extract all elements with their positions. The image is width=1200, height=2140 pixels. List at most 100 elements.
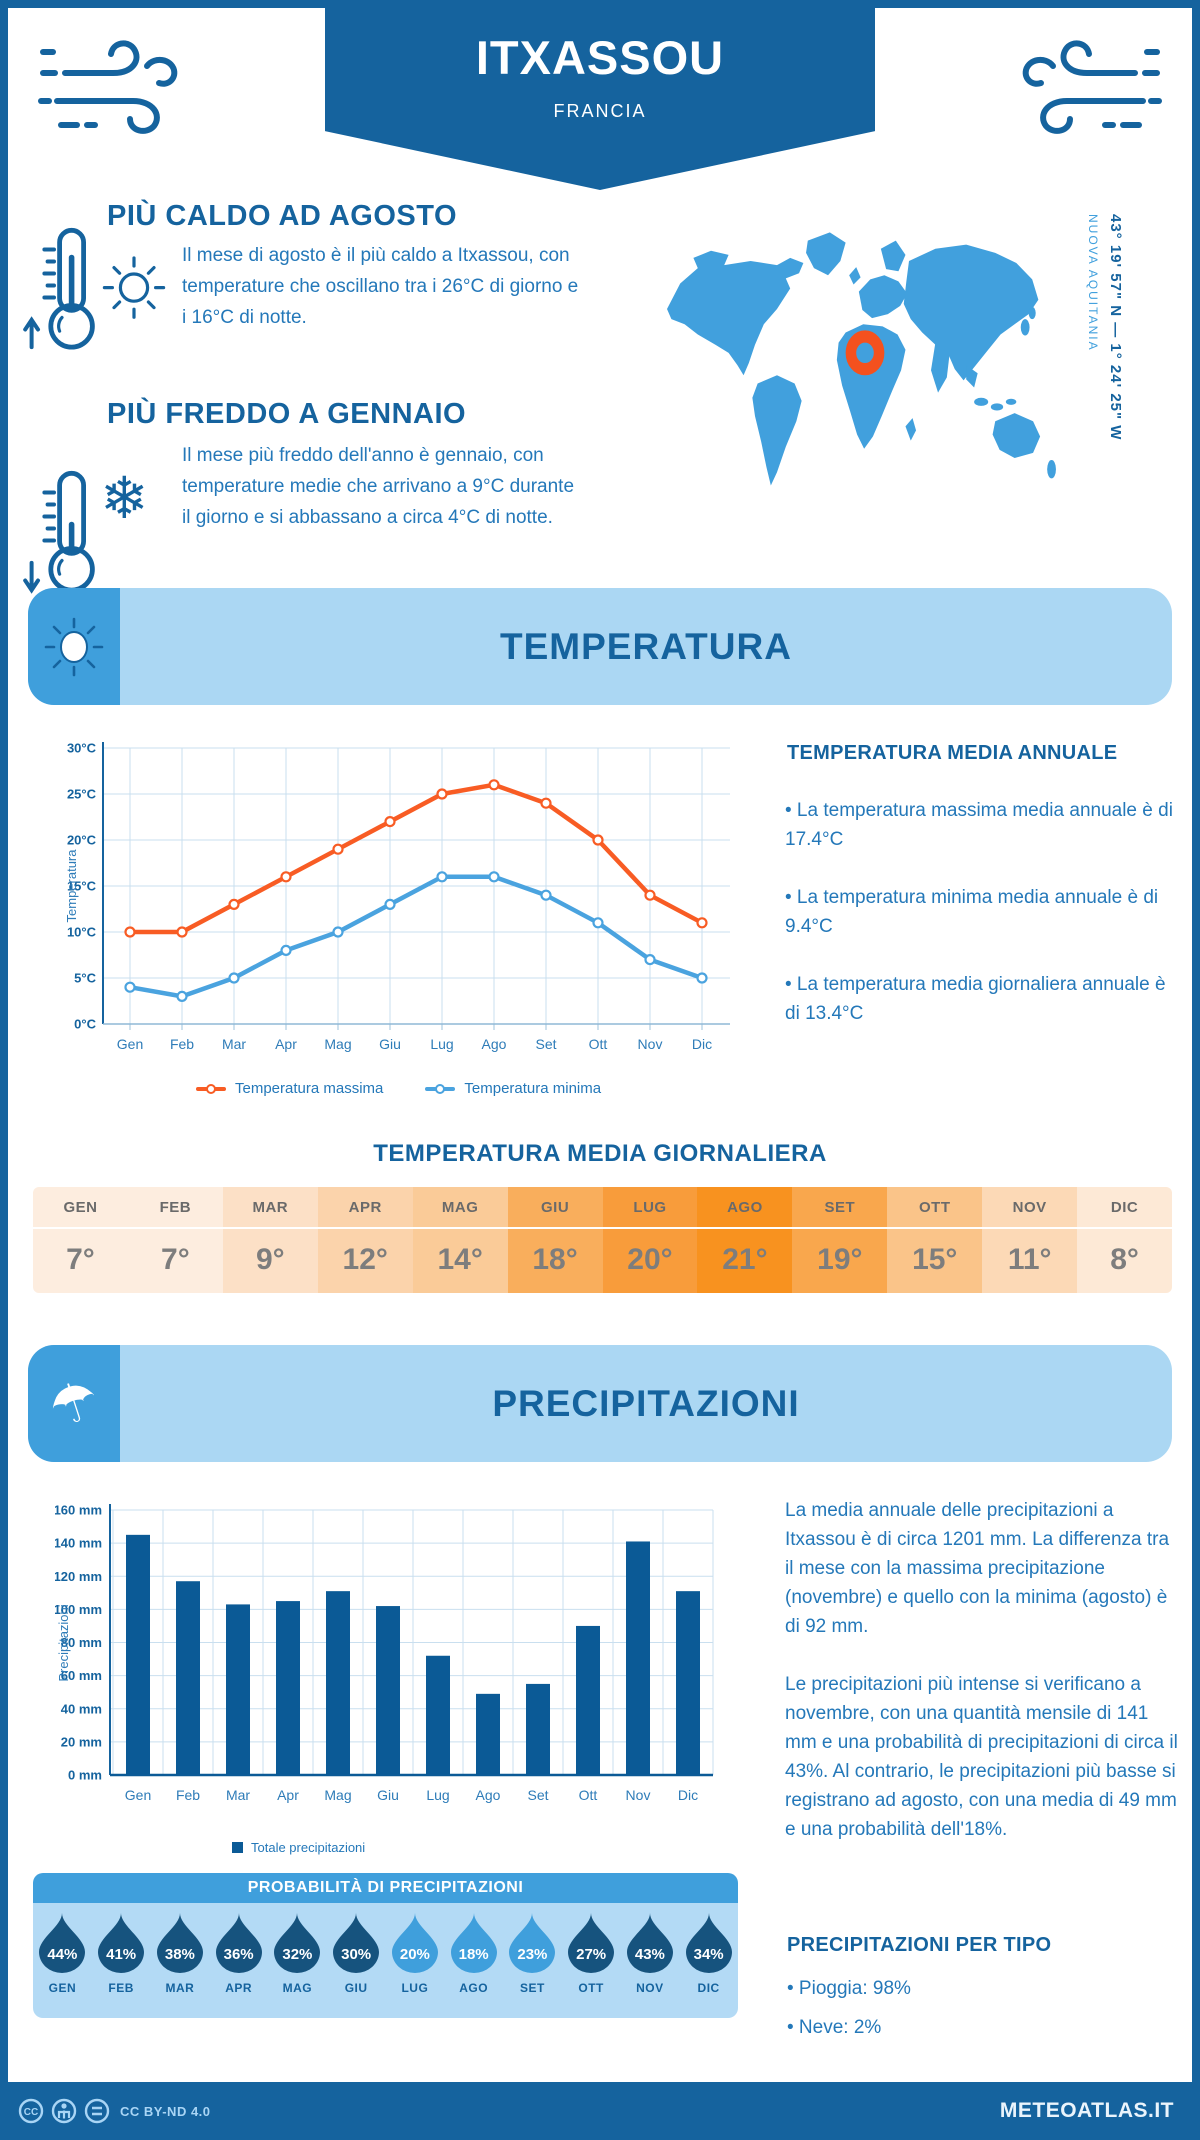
type-bullet: • Neve: 2% [787,2017,882,2038]
page-border-left [0,0,8,2140]
wind-icon [1022,40,1162,134]
data-point [540,889,552,901]
probability-drop-dic: 34% DIC [681,1912,737,2018]
svg-text:Giu: Giu [377,1787,399,1803]
daily-temperature-title: TEMPERATURA MEDIA GIORNALIERA [373,1140,827,1167]
data-point [644,954,656,966]
temperature-line-chart: 0°C 5°C 10°C 15°C 20°C 25°C 30°C Gen Feb Mar Apr Ma… [64,741,730,1052]
bar-mag [326,1591,350,1775]
svg-text:Nov: Nov [638,1036,663,1052]
daily-temp-cell-apr: APR 12° [317,1187,413,1293]
month-label: MAR [165,1981,195,1995]
probability-droplets: 44% GEN 41% FEB 38% MAR 36% APR 32% MAG [33,1903,738,2018]
precipitation-paragraph: La media annuale delle precipitazioni a … [785,1500,1170,1637]
temperature-value: 15° [912,1243,958,1276]
svg-text:20°C: 20°C [67,833,97,848]
data-point [488,871,500,883]
page-title: ITXASSOU [475,31,725,84]
data-point [488,779,500,791]
month-label: SET [792,1187,888,1229]
bar-mar [226,1604,250,1775]
location-marker [845,330,885,376]
daily-temp-cell-mar: MAR 9° [222,1187,318,1293]
droplet-icon [333,1913,380,1973]
coldest-text: Il mese più freddo dell'anno è gennaio, … [182,445,575,528]
svg-text:Gen: Gen [117,1036,143,1052]
umbrella-icon: ☂ [41,1367,107,1440]
month-label: AGO [459,1981,489,1995]
license-label: CC BY-ND 4.0 [120,2103,211,2119]
data-point [332,843,344,855]
month-label: FEB [108,1981,134,1995]
svg-text:Ott: Ott [589,1036,608,1052]
precipitation-section-title: PRECIPITAZIONI [492,1382,800,1424]
svg-text:Apr: Apr [277,1787,299,1803]
temperature-value: 7° [161,1243,190,1276]
daily-temp-cell-dic: DIC 8° [1077,1187,1172,1293]
temperature-value: 19° [817,1243,863,1276]
annual-bullet: • La temperatura media giornaliera annua… [785,974,1166,1024]
daily-temperature-table: GEN 7° FEB 7° MAR 9° APR 12° MAG 14° GIU 18° L… [33,1187,1172,1293]
droplet-icon [509,1913,556,1973]
svg-text:140 mm: 140 mm [55,1536,102,1551]
probability-value: 18% [458,1946,489,1963]
precipitation-text: La media annuale delle precipitazioni a … [785,1496,1181,1873]
probability-value: 36% [223,1946,254,1963]
svg-text:Giu: Giu [379,1036,401,1052]
coordinates-block: NUOVA AQUITANIA 43° 19' 57" N — 1° 24' 2… [1086,214,1124,440]
month-label: SET [519,1981,545,1995]
svg-text:CC: CC [24,2107,38,2118]
month-label: LUG [602,1187,698,1229]
data-point [644,889,656,901]
bar-set [526,1683,550,1775]
bar-gen [126,1534,150,1775]
svg-text:Mar: Mar [226,1787,250,1803]
svg-text:Set: Set [527,1787,548,1803]
precipitation-probability-box: PROBABILITÀ DI PRECIPITAZIONI 44% GEN 41%… [33,1873,738,2018]
precipitation-banner: ☂ PRECIPITAZIONI [28,1345,1172,1462]
droplet-icon [450,1913,497,1973]
droplet-icon [568,1913,615,1973]
series-temperatura-minima [127,874,705,999]
svg-text:80 mm: 80 mm [61,1635,102,1650]
precipitation-chart-legend: Totale precipitazioni [232,1840,365,1855]
bar-ago [476,1693,500,1775]
temperature-value: 9° [255,1243,285,1276]
svg-text:Gen: Gen [125,1787,151,1803]
data-point [436,871,448,883]
temperature-value: 11° [1007,1243,1052,1276]
cc-license-icons: CC [18,2098,110,2124]
probability-value: 30% [341,1946,372,1963]
svg-text:100 mm: 100 mm [55,1602,102,1617]
daily-temp-cell-ott: OTT 15° [887,1187,983,1293]
probability-value: 23% [517,1946,548,1963]
temperature-value: 20° [627,1243,673,1276]
probability-value: 43% [634,1946,665,1963]
data-point [696,917,708,929]
data-point [592,834,604,846]
data-point [696,972,708,984]
month-label: FEB [127,1187,223,1229]
droplet-icon [274,1913,321,1973]
month-label: AGO [697,1187,793,1229]
probability-drop-gen: 44% GEN [34,1912,90,2018]
svg-text:Feb: Feb [170,1036,194,1052]
data-point [436,788,448,800]
droplet-icon [391,1913,438,1973]
data-point [540,797,552,809]
month-label: MAG [412,1187,508,1229]
world-map [667,232,1056,486]
svg-text:Mag: Mag [324,1787,351,1803]
annual-temperature-title: TEMPERATURA MEDIA ANNUALE [787,742,1118,764]
probability-title: PROBABILITÀ DI PRECIPITAZIONI [33,1873,738,1903]
probability-drop-mag: 32% MAG [269,1912,325,2018]
temperature-banner: TEMPERATURA [28,588,1172,705]
type-bullet: • Pioggia: 98% [787,1978,911,1999]
svg-text:25°C: 25°C [67,787,97,802]
month-label: NOV [982,1187,1078,1229]
annual-temperature-bullets: • La temperatura massima media annuale è… [785,796,1177,1057]
month-label: APR [225,1981,253,1995]
temperature-chart-legend: Temperatura massima Temperatura minima [196,1080,601,1097]
svg-text:Temperatura: Temperatura [64,849,79,923]
data-point [228,972,240,984]
